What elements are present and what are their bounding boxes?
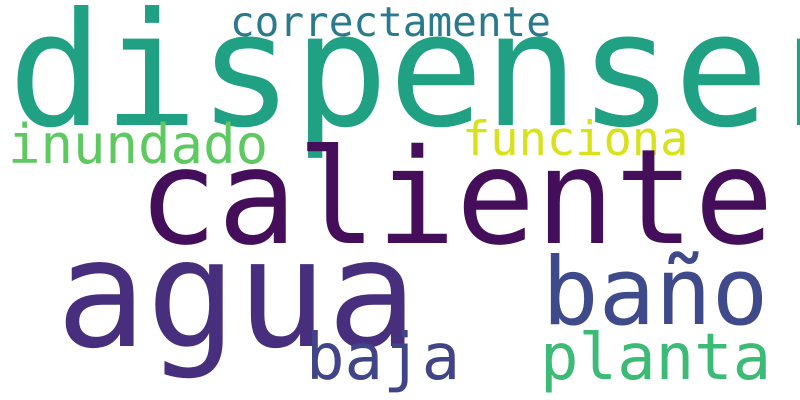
word-funciona: funciona <box>462 112 689 167</box>
word-dispenser: dispenser <box>8 0 800 163</box>
word-baja: baja <box>306 321 461 395</box>
word-bano: baño <box>542 238 769 347</box>
word-agua: agua <box>56 208 418 382</box>
word-inundado: inundado <box>8 113 269 176</box>
word-caliente: caliente <box>138 121 774 275</box>
word-correctamente: correctamente <box>230 0 551 46</box>
word-planta: planta <box>540 321 772 395</box>
